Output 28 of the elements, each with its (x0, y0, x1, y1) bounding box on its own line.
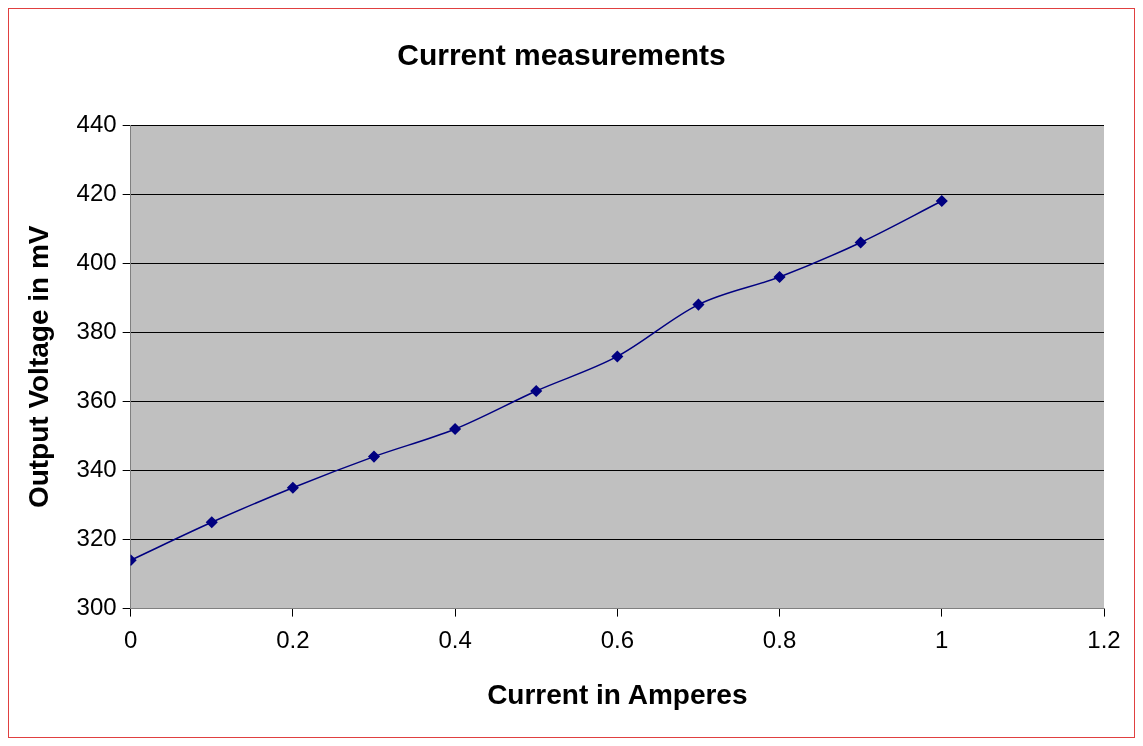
point (936, 195, 948, 207)
y-tick-label: 320 (76, 524, 117, 552)
point (692, 298, 705, 311)
point (773, 271, 786, 283)
x-tick-label: 0.2 (276, 625, 310, 653)
point (449, 423, 461, 435)
y-axis-title: Output Voltage in mV (22, 225, 54, 509)
x-axis-title: Current in Amperes (487, 678, 748, 710)
x-tick-label: 0.8 (762, 625, 797, 653)
point (206, 516, 218, 528)
point (854, 236, 867, 249)
point (530, 385, 542, 397)
y-tick-label: 420 (76, 178, 117, 206)
x-tick-label: 0.6 (600, 625, 635, 653)
y-tick-label: 400 (76, 247, 117, 275)
x-tick-label: 0 (123, 625, 138, 653)
y-tick-label: 340 (76, 455, 117, 483)
point (611, 350, 624, 363)
point (368, 450, 380, 463)
x-tick-label: 0.4 (438, 625, 472, 653)
point (287, 481, 299, 494)
x-tick-label: 1 (935, 625, 949, 653)
x-tick-label: 1.2 (1087, 625, 1121, 653)
y-tick-label: 360 (76, 385, 117, 413)
y-tick-label: 380 (76, 316, 117, 344)
y-tick-label: 300 (76, 593, 117, 621)
chart-title: Current measurements (397, 38, 726, 72)
y-tick-label: 440 (76, 109, 117, 137)
